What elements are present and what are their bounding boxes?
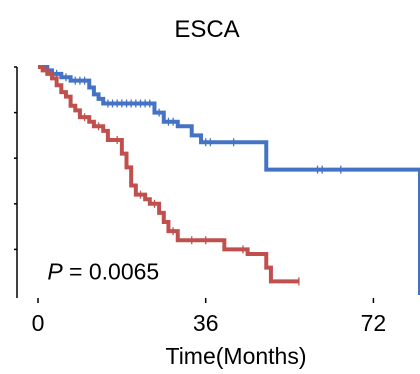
x-tick-label-0: 0 <box>32 310 45 336</box>
series-0-line <box>38 65 420 295</box>
p-symbol: P <box>47 259 63 285</box>
x-tick-label-1: 36 <box>193 310 219 336</box>
x-axis-label: Time(Months) <box>166 343 307 369</box>
p-value-text: = 0.0065 <box>63 259 160 285</box>
chart-title: ESCA <box>174 16 239 43</box>
series-1-line <box>38 65 299 284</box>
plot-area: 0 36 72 P = 0.0065 <box>14 65 420 336</box>
x-tick-label-2: 72 <box>361 310 387 336</box>
p-value-annotation: P = 0.0065 <box>47 259 159 285</box>
